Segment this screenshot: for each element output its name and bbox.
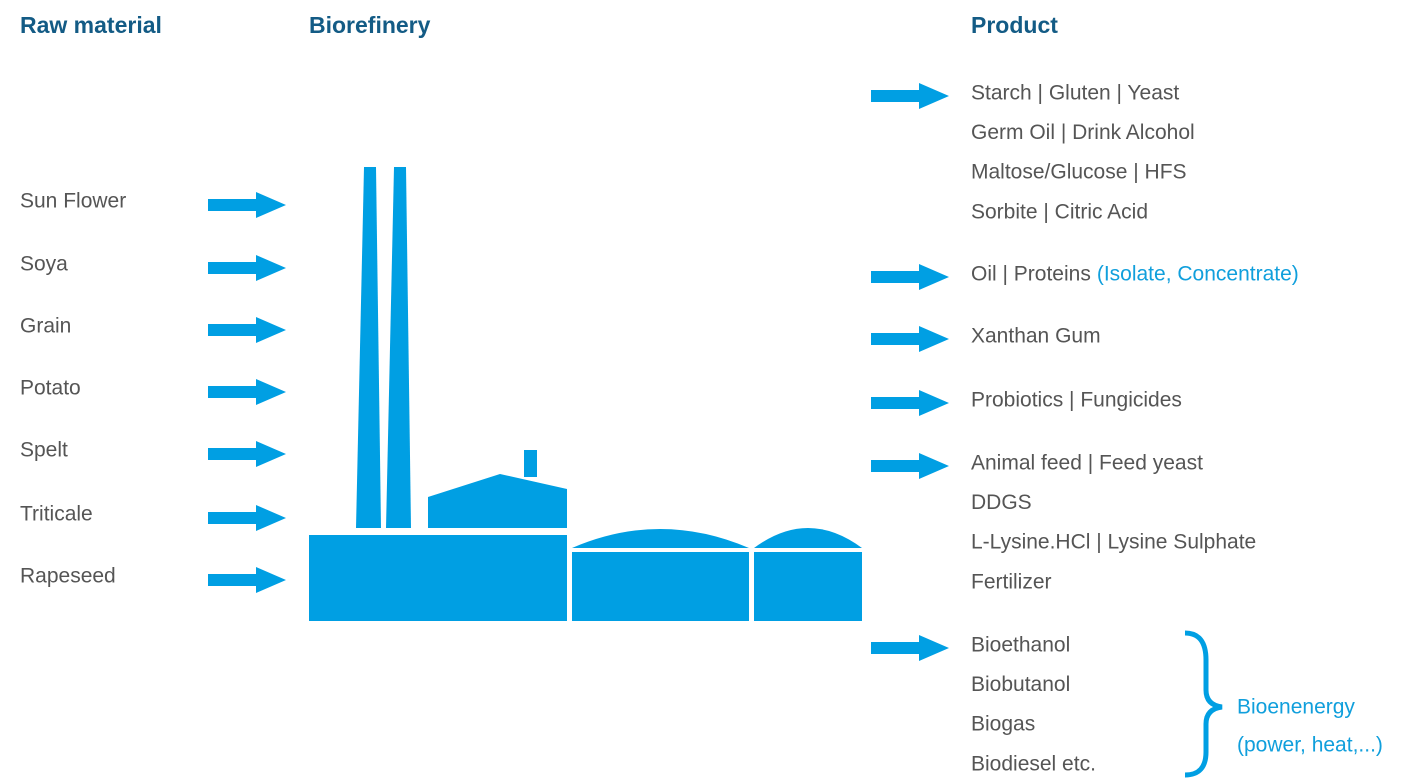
product: Biodiesel etc. xyxy=(971,752,1096,775)
raw-material: Sun Flower xyxy=(20,190,126,213)
raw-material: Grain xyxy=(20,315,71,338)
arrow xyxy=(871,635,949,661)
product: Biobutanol xyxy=(971,673,1070,696)
raw-material: Triticale xyxy=(20,503,93,526)
raw-material: Rapeseed xyxy=(20,565,116,588)
product: Fertilizer xyxy=(971,570,1052,593)
product: L-Lysine.HCl | Lysine Sulphate xyxy=(971,531,1256,554)
raw-material: Potato xyxy=(20,377,81,400)
arrow xyxy=(871,83,949,109)
arrow xyxy=(208,255,286,281)
arrow xyxy=(208,317,286,343)
product-note: (Isolate, Concentrate) xyxy=(1097,263,1299,286)
arrow xyxy=(208,567,286,593)
arrow xyxy=(871,326,949,352)
product: Oil | Proteins xyxy=(971,263,1091,286)
brace xyxy=(1185,633,1222,775)
product: Bioethanol xyxy=(971,634,1070,657)
raw-material: Soya xyxy=(20,253,68,276)
product: DDGS xyxy=(971,491,1032,514)
diagram: Raw material Biorefinery Product Sun Flo… xyxy=(0,0,1423,779)
factory xyxy=(309,167,862,621)
arrow xyxy=(871,264,949,290)
arrow xyxy=(208,379,286,405)
arrow xyxy=(871,390,949,416)
arrow xyxy=(208,192,286,218)
raw-material: Spelt xyxy=(20,439,68,462)
bracket-label: Bioenenergy xyxy=(1237,696,1355,719)
header: Biorefinery xyxy=(309,12,431,38)
product: Sorbite | Citric Acid xyxy=(971,200,1148,223)
product: Biogas xyxy=(971,713,1035,736)
header: Product xyxy=(971,12,1058,38)
arrow xyxy=(208,441,286,467)
header: Raw material xyxy=(20,12,162,38)
product: Maltose/Glucose | HFS xyxy=(971,161,1187,184)
product: Germ Oil | Drink Alcohol xyxy=(971,121,1195,144)
product: Starch | Gluten | Yeast xyxy=(971,82,1179,105)
product: Probiotics | Fungicides xyxy=(971,389,1182,412)
bracket-label: (power, heat,...) xyxy=(1237,734,1383,757)
product: Animal feed | Feed yeast xyxy=(971,452,1203,475)
arrow xyxy=(871,453,949,479)
arrow xyxy=(208,505,286,531)
product: Xanthan Gum xyxy=(971,325,1101,348)
